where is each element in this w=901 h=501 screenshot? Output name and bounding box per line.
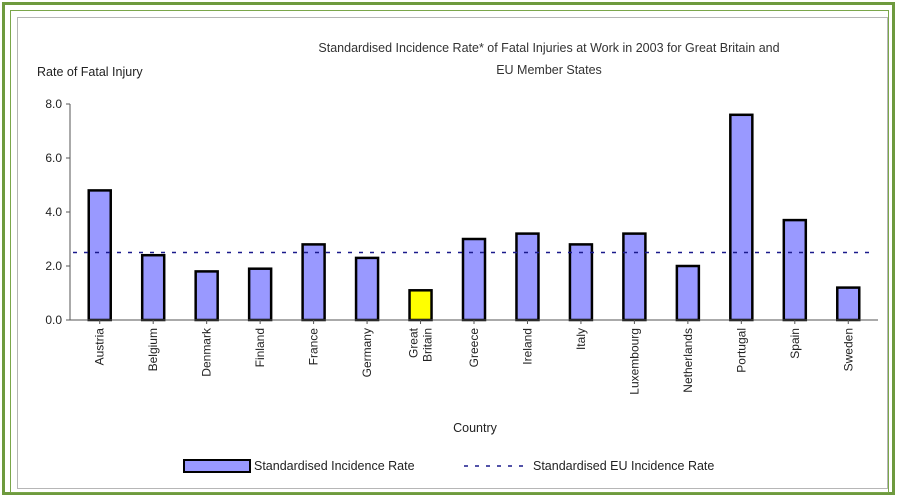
category-label: Great [407, 327, 421, 358]
y-tick-label: 4.0 [45, 205, 62, 219]
chart-title-line-2: EU Member States [496, 63, 602, 77]
category-labels: Austria Belgium Denmark Finland France German… [93, 327, 856, 395]
bar-germany [354, 256, 380, 322]
chart-title-line-1: Standardised Incidence Rate* of Fatal In… [318, 41, 779, 55]
bar-france [301, 243, 326, 322]
y-tick-label: 0.0 [45, 313, 62, 327]
bar-belgium [140, 253, 166, 322]
bar-ireland [515, 232, 540, 322]
category-label: Austria [93, 328, 107, 366]
bar-greece [461, 237, 487, 322]
category-label: Germany [360, 328, 374, 377]
category-label: Netherlands [681, 328, 695, 393]
legend-bar-label: Standardised Incidence Rate [254, 459, 415, 473]
bar-spain [782, 218, 808, 322]
bar-portugal [729, 113, 754, 322]
legend-bar-swatch [183, 459, 251, 473]
y-axis-label: Rate of Fatal Injury [37, 65, 143, 79]
category-label: Belgium [146, 328, 160, 371]
category-label: Luxembourg [627, 328, 641, 395]
y-tick-label: 2.0 [45, 259, 62, 273]
category-label: Finland [253, 328, 267, 367]
bar-austria [87, 189, 112, 322]
bar-great-britain [408, 289, 433, 322]
y-ticks: 0.0 2.0 4.0 6.0 8.0 [45, 97, 70, 327]
bar-finland [247, 267, 273, 322]
x-axis-label: Country [453, 421, 498, 435]
y-tick-label: 8.0 [45, 97, 62, 111]
bar-sweden [836, 286, 861, 322]
category-label: Britain [421, 328, 435, 362]
category-label: Ireland [520, 328, 534, 365]
category-label: Sweden [841, 328, 855, 371]
category-label: Denmark [200, 327, 214, 377]
category-label: France [307, 328, 321, 366]
y-tick-label: 6.0 [45, 151, 62, 165]
bar-luxembourg [622, 232, 647, 322]
category-label: Italy [574, 328, 588, 350]
bars [87, 113, 861, 324]
outer-frame [2, 2, 895, 495]
bar-denmark [194, 270, 219, 322]
category-label: Greece [467, 328, 481, 368]
bar-italy [568, 243, 594, 322]
category-label: Spain [788, 328, 802, 359]
category-label: Portugal [734, 328, 748, 373]
legend: Standardised Incidence Rate Standardised… [183, 459, 714, 473]
legend-ref-label: Standardised EU Incidence Rate [533, 459, 714, 473]
inner-frame [10, 10, 889, 493]
bar-netherlands [675, 264, 701, 322]
